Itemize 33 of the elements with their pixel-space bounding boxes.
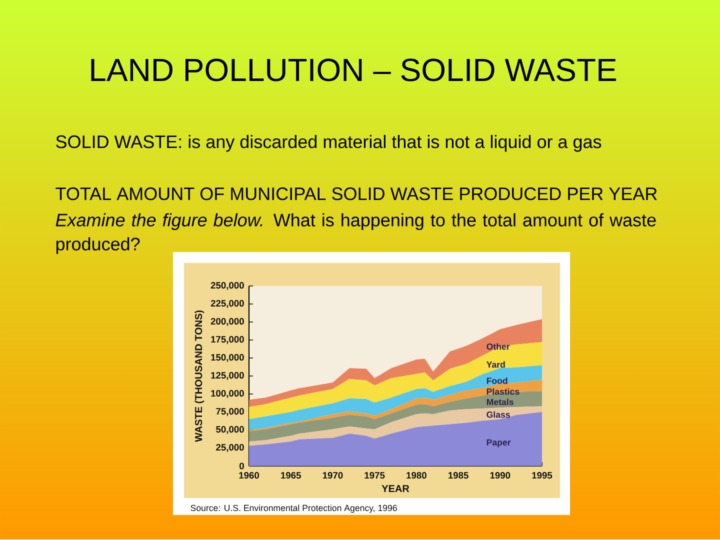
x-tick-label: 1990 xyxy=(490,472,510,479)
x-tick-label: 1995 xyxy=(532,472,552,479)
series-label: Plastics xyxy=(486,388,520,395)
series-label: Other xyxy=(486,343,510,350)
x-axis-title: YEAR xyxy=(382,485,410,492)
y-tick-label: 225,000 xyxy=(210,300,244,308)
y-tick-label: 250,000 xyxy=(210,282,244,290)
x-tick-label: 1965 xyxy=(281,472,301,479)
y-tick-label: 75,000 xyxy=(216,408,244,416)
y-tick-label: 125,000 xyxy=(211,372,244,380)
y-axis-title: WASTE (THOUSAND TONS) xyxy=(194,310,204,442)
text: SOLID WASTE: is any discarded material that is not a liquid or a gas xyxy=(56,134,602,152)
y-tick-label: 0 xyxy=(239,462,244,470)
y-tick-label: 200,000 xyxy=(210,318,244,326)
x-tick-label: 1975 xyxy=(364,472,385,479)
y-tick-label: 150,000 xyxy=(211,354,244,362)
series-label: Metals xyxy=(486,398,514,406)
y-tick-label: 175,000 xyxy=(211,336,244,344)
y-tick-label: 50,000 xyxy=(216,426,244,434)
y-tick-label: 25,000 xyxy=(216,444,244,452)
y-tick-label: 100,000 xyxy=(211,390,244,398)
series-label: Yard xyxy=(486,361,505,368)
text: Examine the figure below. What is happening to the total amount of waste produced? xyxy=(56,213,656,254)
chart-title: LAND POLLUTION – SOLID WASTE xyxy=(91,58,616,82)
x-tick-label: 1970 xyxy=(322,472,343,479)
x-tick-label: 1960 xyxy=(239,472,259,479)
series-label: Glass xyxy=(486,411,510,418)
x-tick-label: 1985 xyxy=(448,472,468,479)
series-label: Paper xyxy=(486,439,511,448)
source-note: Source: U.S. Environmental Protection Agency, 1996 xyxy=(190,504,397,513)
chart-subtitle: TOTAL AMOUNT OF MUNICIPAL SOLID WASTE PRODUCED PER YEAR xyxy=(56,187,657,200)
x-tick-label: 1980 xyxy=(406,472,426,479)
series-label: Food xyxy=(486,377,508,384)
